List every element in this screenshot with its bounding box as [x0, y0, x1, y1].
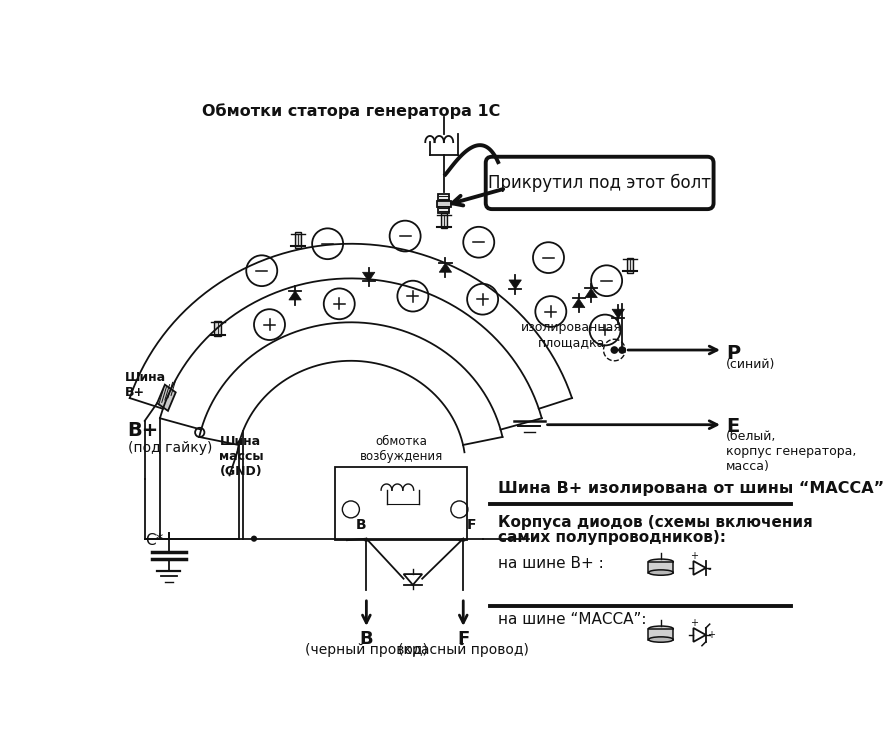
Bar [649, 629, 673, 640]
Circle shape [460, 536, 466, 542]
Circle shape [363, 536, 369, 542]
Bar [441, 213, 447, 228]
Polygon shape [612, 309, 625, 319]
Text: Прикрутил под этот болт: Прикрутил под этот болт [489, 174, 712, 192]
Text: C*: C* [145, 533, 164, 548]
Text: E: E [726, 417, 739, 436]
Bar [438, 206, 450, 213]
Text: Обмотки статора генератора 1С: Обмотки статора генератора 1С [202, 104, 500, 120]
Text: +: + [690, 619, 698, 628]
Text: Шина
массы
(GND): Шина массы (GND) [219, 435, 263, 478]
Text: изолированная
площадка: изолированная площадка [521, 321, 622, 349]
Text: обмотка
возбуждения: обмотка возбуждения [359, 435, 442, 463]
Ellipse shape [649, 559, 673, 565]
Bar [437, 200, 450, 206]
Ellipse shape [649, 637, 673, 643]
Circle shape [611, 346, 619, 354]
Text: самих полупроводников):: самих полупроводников): [498, 530, 726, 545]
Text: (под гайку): (под гайку) [127, 441, 212, 455]
Bar [438, 194, 450, 200]
FancyBboxPatch shape [486, 157, 713, 209]
Polygon shape [158, 384, 176, 411]
Text: на шине В+ :: на шине В+ : [498, 556, 604, 571]
Text: F: F [458, 631, 469, 649]
Text: +: + [690, 551, 698, 562]
Polygon shape [585, 289, 597, 298]
Text: +: + [707, 630, 715, 640]
Circle shape [195, 428, 204, 437]
Text: -: - [707, 565, 711, 574]
Text: Шина
В+: Шина В+ [125, 371, 165, 399]
Ellipse shape [649, 626, 673, 631]
Text: на шине “МАССА”:: на шине “МАССА”: [498, 612, 647, 627]
Text: B+: B+ [127, 421, 159, 441]
Text: B: B [356, 518, 366, 533]
Bar [295, 232, 301, 248]
Text: (белый,
корпус генератора,
масса): (белый, корпус генератора, масса) [726, 430, 857, 473]
Bar [649, 562, 673, 572]
Bar [335, 467, 467, 540]
Bar [214, 321, 220, 336]
Polygon shape [439, 263, 451, 272]
Polygon shape [509, 280, 521, 289]
Text: B: B [359, 631, 373, 649]
Text: (красный провод): (красный провод) [398, 643, 528, 657]
Ellipse shape [649, 570, 673, 575]
Polygon shape [289, 291, 301, 300]
Text: P: P [726, 344, 740, 363]
Polygon shape [363, 272, 375, 281]
Text: Корпуса диодов (схемы включения: Корпуса диодов (схемы включения [498, 515, 813, 530]
Text: (черный провод): (черный провод) [305, 643, 427, 657]
Bar [627, 257, 633, 273]
Polygon shape [573, 298, 585, 307]
Text: Шина В+ изолирована от шины “МАССА”: Шина В+ изолирована от шины “МАССА” [498, 481, 884, 496]
Text: F: F [466, 518, 476, 533]
Text: (синий): (синий) [726, 358, 775, 371]
Circle shape [251, 536, 258, 542]
Circle shape [619, 346, 626, 354]
